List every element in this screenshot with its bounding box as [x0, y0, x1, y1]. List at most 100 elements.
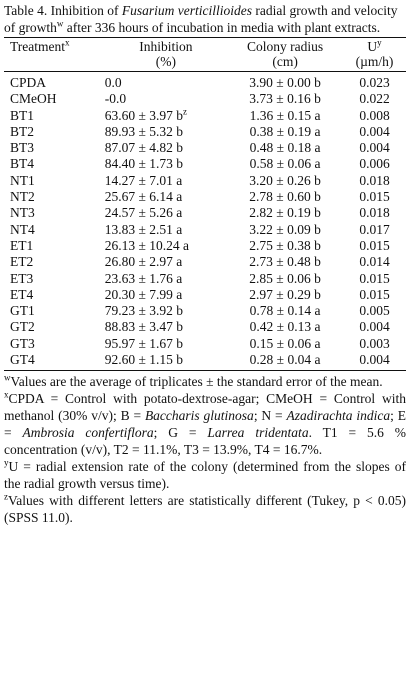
- cell-colony-radius-value: 2.75 ± 0.38 b: [249, 237, 321, 253]
- cell-treatment-value: NT1: [10, 172, 35, 188]
- cell-colony-radius-value: 0.38 ± 0.19 a: [249, 123, 321, 139]
- cell-treatment: BT3: [4, 140, 99, 156]
- cell-velocity: 0.004: [343, 319, 406, 335]
- cell-colony-radius-value: 2.78 ± 0.60 b: [249, 189, 321, 205]
- cell-velocity-value: 0.003: [359, 335, 390, 351]
- cell-inhibition-value: 87.07 ± 4.82 b: [104, 140, 184, 156]
- footnote-y-mark: y: [4, 457, 9, 468]
- cell-treatment: NT2: [4, 189, 99, 205]
- cell-inhibition: 26.13 ± 10.24 a: [99, 238, 227, 254]
- cell-inhibition: 14.27 ± 7.01 a: [99, 173, 227, 189]
- header-radius-label: Colony radius: [247, 39, 324, 54]
- cell-velocity: 0.004: [343, 140, 406, 156]
- header-inhibition: Inhibition (%): [99, 38, 227, 72]
- cell-inhibition: 13.83 ± 2.51 a: [99, 222, 227, 238]
- header-inhibition-unit: (%): [155, 54, 176, 69]
- cell-treatment: NT3: [4, 205, 99, 221]
- caption-footnote-mark: w: [56, 18, 64, 29]
- cell-treatment-value: ET4: [10, 286, 34, 302]
- cell-treatment: ET2: [4, 254, 99, 270]
- cell-treatment-value: ET3: [10, 270, 34, 286]
- table-row: ET3 23.63 ± 1.76 a 2.85 ± 0.06 b 0.015: [4, 271, 406, 287]
- cell-treatment-value: GT2: [10, 319, 35, 335]
- cell-treatment-value: BT2: [10, 123, 35, 139]
- cell-colony-radius: 2.78 ± 0.60 b: [227, 189, 343, 205]
- cell-velocity: 0.018: [343, 173, 406, 189]
- cell-inhibition: 92.60 ± 1.15 b: [99, 352, 227, 371]
- cell-inhibition-value: 25.67 ± 6.14 a: [104, 189, 183, 205]
- cell-treatment: ET1: [4, 238, 99, 254]
- cell-colony-radius: 3.22 ± 0.09 b: [227, 222, 343, 238]
- cell-colony-radius-value: 0.42 ± 0.13 a: [249, 319, 321, 335]
- cell-colony-radius-value: 0.48 ± 0.18 a: [249, 140, 321, 156]
- cell-velocity: 0.008: [343, 108, 406, 124]
- cell-velocity: 0.014: [343, 254, 406, 270]
- cell-colony-radius: 3.90 ± 0.00 b: [227, 72, 343, 92]
- cell-colony-radius: 2.73 ± 0.48 b: [227, 254, 343, 270]
- cell-treatment-value: NT2: [10, 189, 35, 205]
- cell-treatment-value: CMeOH: [10, 91, 57, 107]
- cell-velocity: 0.018: [343, 205, 406, 221]
- cell-inhibition: 63.60 ± 3.97 bz: [99, 106, 227, 124]
- header-radius-unit: (cm): [272, 54, 298, 69]
- cell-treatment-value: CPDA: [10, 75, 47, 90]
- cell-velocity-value: 0.006: [359, 156, 390, 172]
- cell-footnote-mark: z: [183, 106, 188, 117]
- cell-velocity-value: 0.005: [359, 303, 390, 319]
- table-row: NT2 25.67 ± 6.14 a 2.78 ± 0.60 b 0.015: [4, 189, 406, 205]
- cell-inhibition-value: 13.83 ± 2.51 a: [104, 221, 183, 237]
- table-header: Treatmentx Inhibition (%) Colony radius (c…: [4, 37, 406, 72]
- cell-colony-radius-value: 2.97 ± 0.29 b: [249, 286, 321, 302]
- footnote-x-text-2: ; N =: [253, 408, 287, 424]
- cell-colony-radius-value: 3.20 ± 0.26 b: [249, 172, 321, 188]
- header-treatment: Treatmentx: [4, 38, 99, 72]
- cell-velocity-value: 0.018: [359, 205, 390, 221]
- cell-velocity: 0.017: [343, 222, 406, 238]
- cell-velocity-value: 0.004: [359, 140, 390, 156]
- caption-text-end: after 336 hours of incubation in media w…: [63, 20, 381, 35]
- cell-inhibition: 89.93 ± 5.32 b: [99, 124, 227, 140]
- cell-inhibition-value: 26.80 ± 2.97 a: [104, 254, 183, 270]
- cell-treatment: GT1: [4, 303, 99, 319]
- cell-colony-radius: 0.38 ± 0.19 a: [227, 124, 343, 140]
- cell-treatment: CPDA: [4, 72, 99, 92]
- footnote-z-text: Values with different letters are statis…: [4, 493, 406, 526]
- cell-inhibition-value: 84.40 ± 1.73 b: [104, 156, 184, 172]
- footnote-w-mark: w: [4, 372, 11, 383]
- cell-inhibition: 87.07 ± 4.82 b: [99, 140, 227, 156]
- cell-colony-radius: 0.58 ± 0.06 a: [227, 156, 343, 172]
- caption-text: radial growth and velocity of growth: [4, 3, 398, 35]
- cell-velocity: 0.023: [343, 72, 406, 92]
- cell-inhibition-value: 26.13 ± 10.24 a: [104, 237, 189, 253]
- cell-velocity-value: 0.015: [359, 270, 390, 286]
- header-row: Treatmentx Inhibition (%) Colony radius (c…: [4, 37, 406, 72]
- cell-velocity-value: 0.015: [359, 286, 390, 302]
- cell-treatment: CMeOH: [4, 91, 99, 107]
- cell-inhibition-value: 20.30 ± 7.99 a: [104, 286, 183, 302]
- cell-inhibition: -0.0: [99, 91, 227, 107]
- cell-treatment-value: NT4: [10, 221, 35, 237]
- table-row: ET4 20.30 ± 7.99 a 2.97 ± 0.29 b 0.015: [4, 287, 406, 303]
- footnote-y-text: U = radial extension rate of the colony …: [4, 459, 406, 492]
- cell-colony-radius: 3.20 ± 0.26 b: [227, 173, 343, 189]
- cell-velocity: 0.004: [343, 352, 406, 371]
- footnote-x-text-1: CPDA = Control with potato-dextrose-agar…: [4, 391, 406, 424]
- footnote-x-species-1: Baccharis glutinosa: [144, 408, 254, 424]
- table-row: NT4 13.83 ± 2.51 a 3.22 ± 0.09 b 0.017: [4, 222, 406, 238]
- data-table: Treatmentx Inhibition (%) Colony radius (c…: [4, 37, 406, 371]
- table-row: CPDA 0.0 3.90 ± 0.00 b 0.023: [4, 72, 406, 92]
- cell-treatment: BT1: [4, 108, 99, 124]
- footnote-z-mark: z: [4, 491, 8, 502]
- cell-colony-radius-value: 2.85 ± 0.06 b: [249, 270, 321, 286]
- cell-treatment-value: NT3: [10, 205, 35, 221]
- cell-treatment-value: BT3: [10, 140, 35, 156]
- cell-velocity: 0.003: [343, 336, 406, 352]
- cell-inhibition: 24.57 ± 5.26 a: [99, 205, 227, 221]
- cell-inhibition: 0.0: [99, 72, 227, 92]
- table-row: CMeOH -0.0 3.73 ± 0.16 b 0.022: [4, 91, 406, 107]
- cell-treatment-value: GT1: [10, 303, 35, 319]
- cell-inhibition: 26.80 ± 2.97 a: [99, 254, 227, 270]
- table-row: NT1 14.27 ± 7.01 a 3.20 ± 0.26 b 0.018: [4, 173, 406, 189]
- cell-inhibition-value: -0.0: [104, 91, 127, 107]
